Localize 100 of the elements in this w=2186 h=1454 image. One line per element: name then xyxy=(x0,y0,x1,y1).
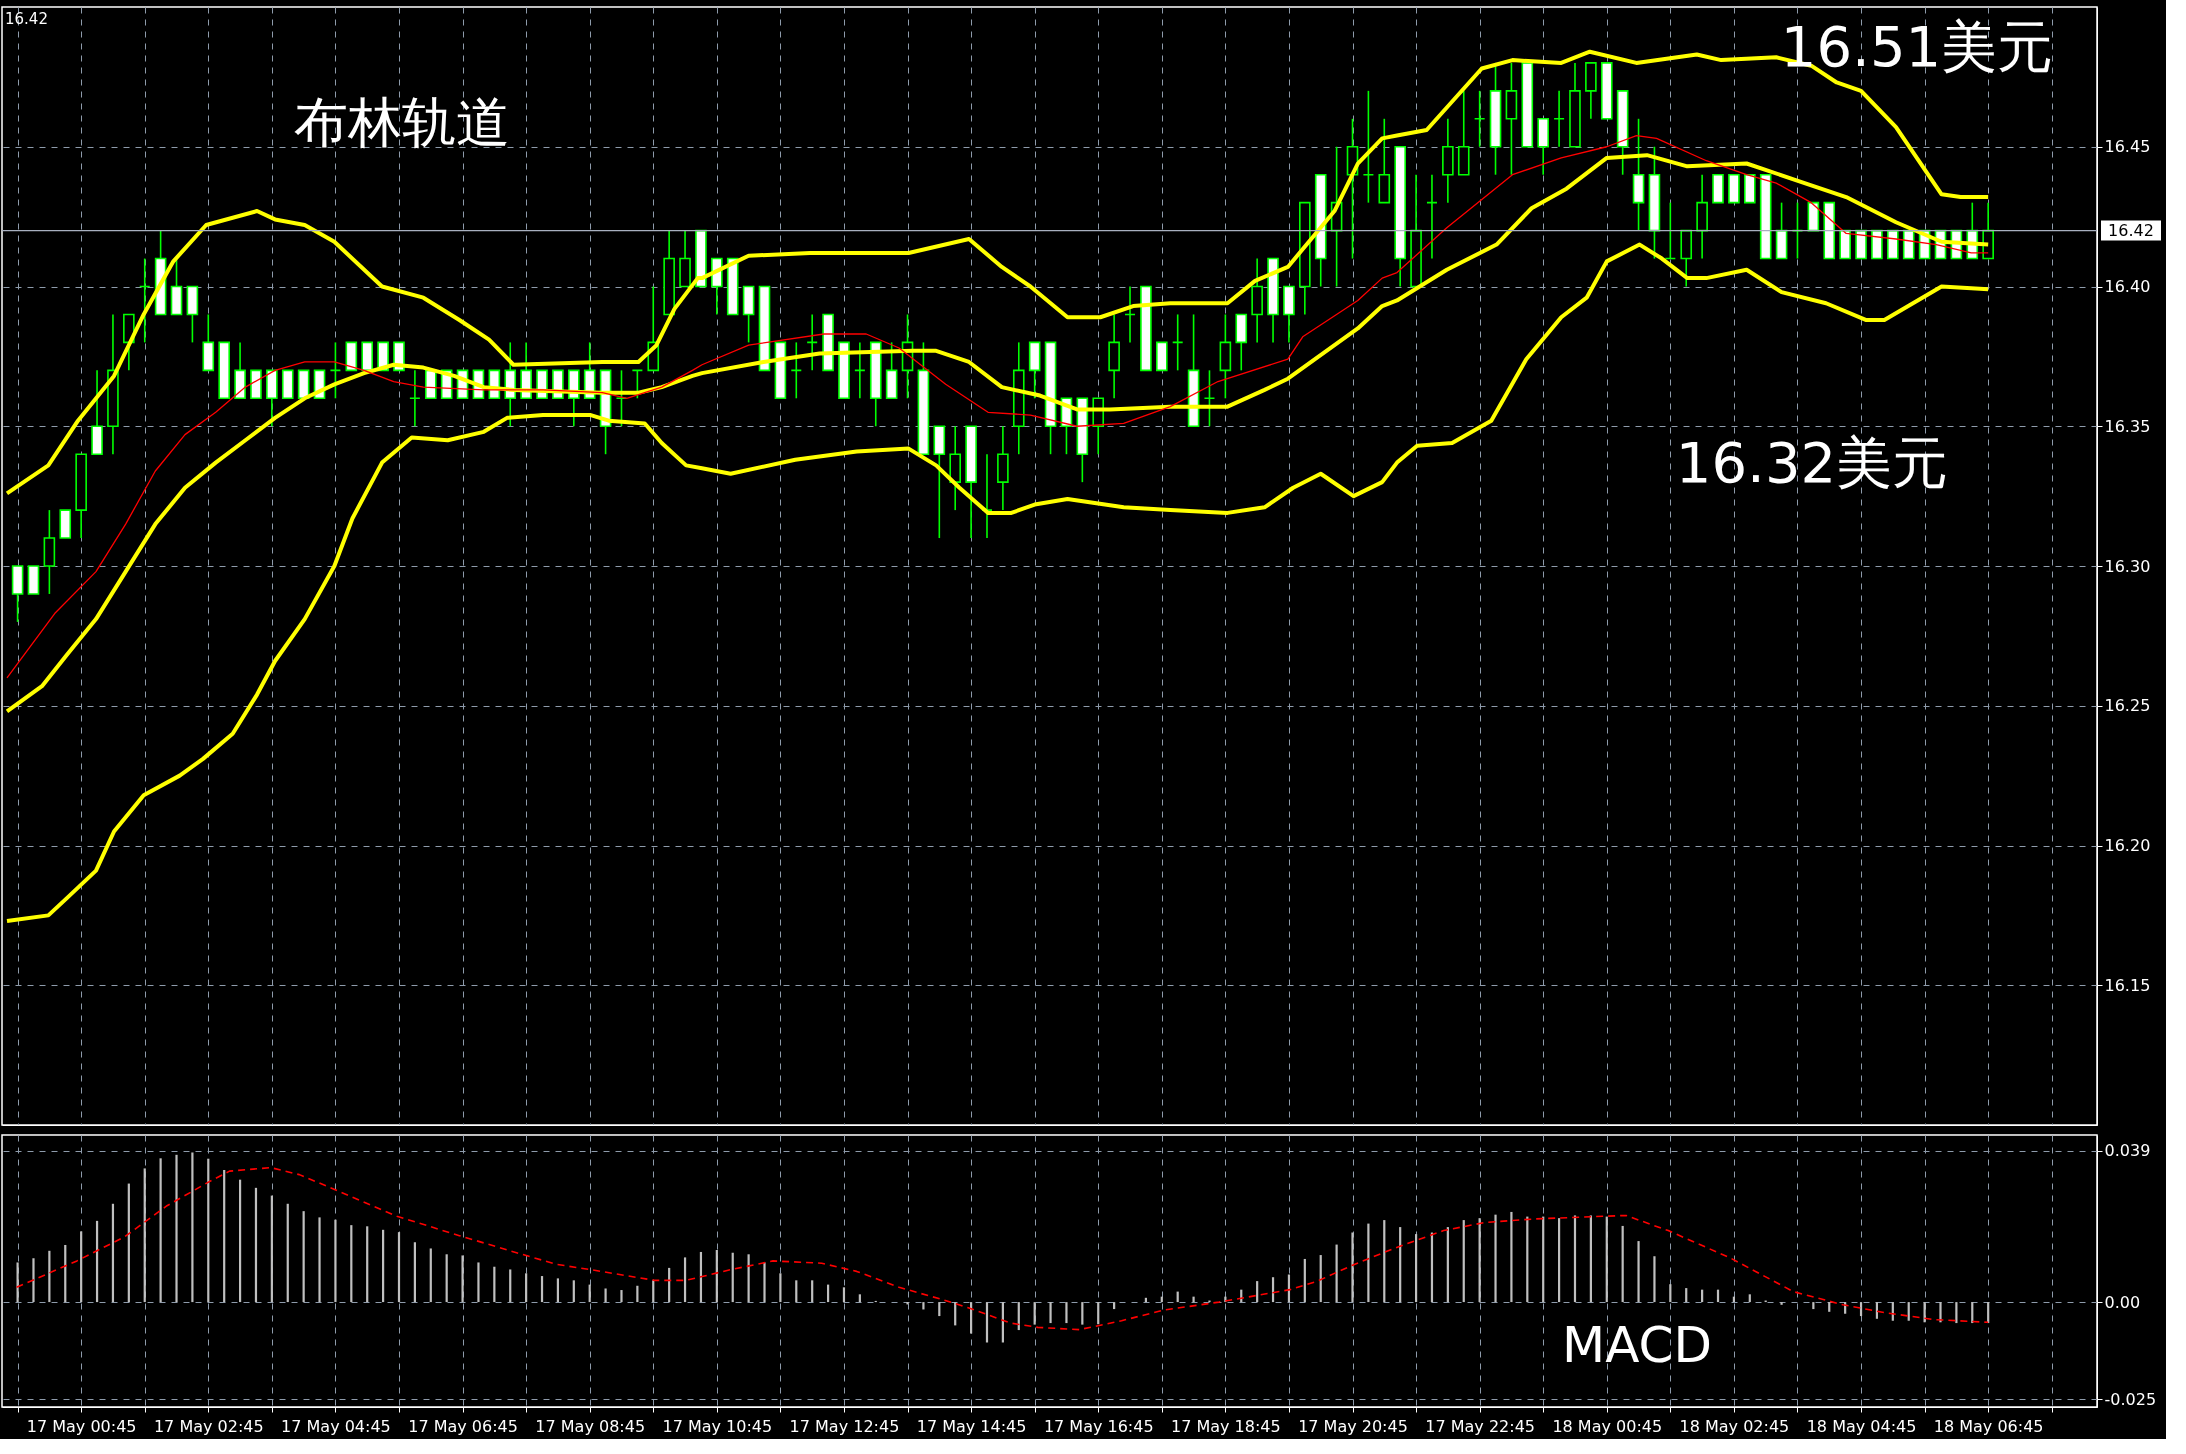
bar xyxy=(270,1195,273,1303)
bar xyxy=(143,1168,146,1303)
x-tick-label: 17 May 02:45 xyxy=(153,1416,264,1436)
candlestick xyxy=(138,257,151,344)
bar xyxy=(1335,1244,1338,1303)
candlestick xyxy=(806,313,818,372)
bar xyxy=(254,1187,258,1303)
bar xyxy=(1621,1225,1624,1303)
bar xyxy=(1573,1215,1577,1303)
bar xyxy=(906,1302,909,1305)
bar xyxy=(922,1302,925,1310)
bar xyxy=(731,1252,734,1303)
annotation: 16.42 xyxy=(5,10,48,28)
bar xyxy=(1685,1288,1688,1303)
x-tick-label: 18 May 02:45 xyxy=(1679,1416,1790,1436)
bar xyxy=(366,1226,369,1303)
bar xyxy=(1653,1256,1656,1303)
candlestick xyxy=(1362,90,1375,204)
bar xyxy=(223,1169,226,1303)
bar xyxy=(1955,1302,1958,1324)
annotation: MACD xyxy=(1562,1316,1712,1374)
candlestick xyxy=(1124,285,1136,344)
bar xyxy=(286,1203,289,1303)
candlestick xyxy=(1473,90,1486,148)
annotation: 布林轨道 xyxy=(294,91,510,154)
x-tick-label: 17 May 16:45 xyxy=(1043,1416,1154,1436)
bar xyxy=(1033,1302,1036,1325)
bar xyxy=(382,1229,385,1303)
y-tick-label: 16.35 xyxy=(2104,416,2151,436)
bar xyxy=(493,1266,496,1303)
y-tick-label: -0.025 xyxy=(2104,1389,2157,1409)
x-tick-label: 17 May 22:45 xyxy=(1425,1416,1535,1436)
bar xyxy=(334,1219,337,1303)
bar xyxy=(763,1262,766,1303)
bar xyxy=(1303,1258,1306,1303)
candlestick xyxy=(615,369,628,428)
bar xyxy=(1192,1296,1195,1303)
bar xyxy=(207,1158,210,1303)
y-tick-label: 16.25 xyxy=(2104,696,2151,716)
bar xyxy=(445,1254,448,1303)
bar xyxy=(1065,1302,1068,1324)
bar xyxy=(620,1290,623,1303)
bar xyxy=(1542,1216,1545,1303)
candlestick xyxy=(854,341,866,400)
bar xyxy=(572,1280,575,1303)
bar xyxy=(80,1231,83,1303)
bar xyxy=(525,1273,528,1303)
x-tick-label: 17 May 18:45 xyxy=(1171,1416,1281,1436)
annotation: 16.32美元 xyxy=(1675,430,1949,495)
bar xyxy=(238,1179,242,1303)
x-tick-label: 17 May 00:45 xyxy=(26,1416,137,1436)
x-tick-label: 18 May 00:45 xyxy=(1552,1416,1663,1436)
bar xyxy=(1494,1214,1497,1303)
bar xyxy=(1907,1302,1910,1321)
ref-line-label: 16.42 xyxy=(2108,220,2154,240)
bar xyxy=(302,1211,305,1303)
bar xyxy=(413,1242,416,1303)
y-tick-label: 16.15 xyxy=(2104,975,2151,995)
x-tick-label: 17 May 12:45 xyxy=(789,1416,900,1436)
x-tick-label: 17 May 04:45 xyxy=(281,1416,391,1436)
bar xyxy=(1049,1302,1052,1324)
bar xyxy=(32,1258,35,1303)
bar xyxy=(1558,1218,1561,1303)
x-tick-label: 17 May 14:45 xyxy=(916,1416,1027,1436)
bar xyxy=(461,1255,464,1303)
candlestick xyxy=(1553,90,1565,148)
bar xyxy=(429,1248,432,1303)
x-tick-label: 18 May 04:45 xyxy=(1806,1416,1917,1436)
candlestick xyxy=(1171,313,1184,372)
bar xyxy=(1780,1302,1783,1305)
candlestick xyxy=(409,369,421,428)
bar xyxy=(779,1273,782,1303)
y-tick-label: 0.039 xyxy=(2104,1141,2151,1161)
bar xyxy=(858,1294,861,1303)
bar xyxy=(811,1280,814,1303)
bar xyxy=(683,1257,687,1303)
bar xyxy=(175,1154,178,1303)
bar xyxy=(1351,1232,1354,1303)
bar xyxy=(477,1262,480,1303)
bar xyxy=(938,1302,941,1317)
bar xyxy=(1462,1220,1465,1303)
bar xyxy=(1828,1302,1831,1312)
annotation: 16.51美元 xyxy=(1780,14,2054,79)
candlestick xyxy=(329,341,342,400)
y-tick-label: 16.20 xyxy=(2104,836,2151,855)
bar xyxy=(1446,1227,1449,1303)
candlestick xyxy=(790,341,803,400)
bar xyxy=(1939,1302,1942,1323)
bar xyxy=(1589,1215,1592,1303)
candlestick xyxy=(1426,173,1438,260)
candlestick xyxy=(1203,369,1216,428)
bar xyxy=(111,1203,115,1303)
x-tick-label: 18 May 06:45 xyxy=(1933,1416,2044,1436)
y-tick-label: 16.30 xyxy=(2104,556,2151,576)
x-tick-label: 17 May 08:45 xyxy=(535,1416,646,1436)
bar xyxy=(191,1152,194,1303)
x-tick-label: 17 May 20:45 xyxy=(1298,1416,1408,1436)
bar xyxy=(509,1269,512,1303)
bar xyxy=(795,1280,798,1303)
bar xyxy=(318,1217,321,1303)
